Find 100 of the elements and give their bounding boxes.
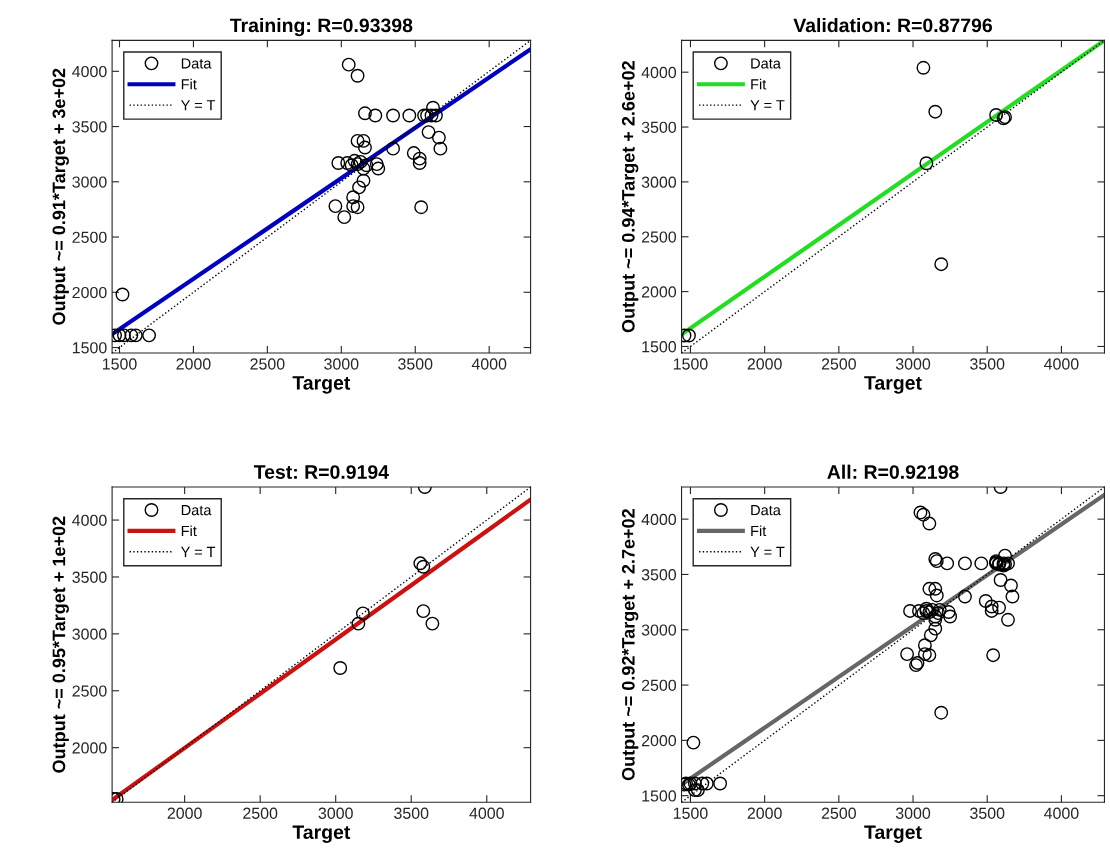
x-tick-label: 2500 <box>243 807 278 819</box>
point <box>344 158 359 173</box>
y-tick-label: 2500 <box>72 685 107 697</box>
point <box>916 60 931 75</box>
x-tick-label: 2000 <box>176 358 211 370</box>
x-tick-label: 3000 <box>895 358 931 370</box>
point <box>115 287 130 302</box>
point <box>934 257 949 272</box>
chart-title: Training: R=0.93398 <box>229 17 413 37</box>
y-axis-title: Output ~= 0.92*Target + 2.7e+02 <box>621 509 639 781</box>
y-tick-label: 4000 <box>72 514 107 526</box>
x-tick-label: 2500 <box>250 358 285 370</box>
x-tick-label: 1500 <box>102 358 137 370</box>
point <box>426 100 440 115</box>
legend-label: Data <box>181 58 212 69</box>
x-tick-label: 4000 <box>1044 807 1079 819</box>
point <box>331 156 346 170</box>
point <box>406 146 421 161</box>
x-tick-label: 3500 <box>394 807 429 819</box>
point <box>116 328 131 343</box>
x-tick-label: 4000 <box>1044 358 1079 370</box>
point <box>350 133 365 148</box>
x-tick-label: 2000 <box>167 807 202 819</box>
y-tick-label: 4000 <box>641 66 677 79</box>
point <box>351 616 366 631</box>
y-tick-label: 2000 <box>72 742 107 754</box>
x-tick-label: 3500 <box>970 807 1005 819</box>
legend-label: Fit <box>751 525 767 537</box>
x-tick-label: 4000 <box>469 807 504 819</box>
point <box>341 57 356 72</box>
point <box>333 661 348 675</box>
x-tick-label: 1500 <box>673 807 708 819</box>
point <box>431 130 446 145</box>
y-tick-label: 3500 <box>641 569 677 581</box>
point <box>371 161 386 176</box>
y-tick-label: 4000 <box>641 513 677 526</box>
point <box>358 140 372 155</box>
y-tick-label: 1500 <box>642 341 677 353</box>
point <box>350 68 365 83</box>
point <box>346 190 361 205</box>
point <box>425 616 440 631</box>
point <box>428 108 443 123</box>
y-axis-title: Output ~= 0.94*Target + 2.6e+02 <box>621 61 639 333</box>
y-tick-label: 2000 <box>72 286 107 299</box>
point <box>358 106 372 121</box>
point <box>682 328 696 343</box>
y-tick-label: 3500 <box>72 121 107 133</box>
x-tick-label: 3000 <box>324 358 359 370</box>
legend-label: Fit <box>181 78 197 90</box>
point <box>433 141 448 156</box>
y-tick-label: 3000 <box>641 176 677 188</box>
y-axis-title: Output ~= 0.95*Target + 1e+02 <box>52 516 69 773</box>
x-axis-title: Target <box>292 376 351 394</box>
x-tick-label: 3500 <box>398 358 433 370</box>
point <box>352 180 366 195</box>
legend-label: Y = T <box>750 546 785 557</box>
point <box>412 151 427 166</box>
y-tick-label: 2500 <box>641 679 677 691</box>
point <box>412 156 427 170</box>
point <box>421 125 436 140</box>
y-tick-label: 2000 <box>641 286 677 298</box>
y-tick-label: 3500 <box>641 121 677 133</box>
x-tick-label: 3000 <box>318 807 353 819</box>
point <box>347 153 362 168</box>
legend-label: Y = T <box>180 546 216 557</box>
legend-label: Fit <box>751 78 767 90</box>
x-tick-label: 4000 <box>471 358 507 370</box>
chart-title: Validation: R=0.87796 <box>793 17 992 33</box>
y-tick-label: 4000 <box>72 65 107 78</box>
point <box>414 200 429 215</box>
y-tick-label: 2500 <box>72 231 107 243</box>
point <box>328 199 343 214</box>
point <box>340 156 355 170</box>
point <box>124 328 139 343</box>
point <box>989 108 1004 122</box>
point <box>928 104 943 119</box>
x-axis-title: Target <box>292 825 351 843</box>
y-tick-label: 2500 <box>641 231 677 243</box>
x-tick-label: 2500 <box>821 358 856 370</box>
x-tick-label: 2500 <box>821 807 856 819</box>
point <box>346 199 361 214</box>
point <box>337 210 352 225</box>
y-tick-label: 2000 <box>641 735 677 747</box>
point <box>356 133 371 148</box>
point <box>350 200 365 215</box>
point <box>142 328 157 343</box>
point <box>355 606 370 621</box>
point <box>424 108 439 123</box>
point <box>369 157 384 172</box>
y-tick-label: 3000 <box>641 624 677 636</box>
y-axis-title: Output ~= 0.91*Target + 3e+02 <box>52 68 69 325</box>
point <box>416 604 431 619</box>
point <box>386 141 401 156</box>
legend-label: Data <box>751 58 781 69</box>
y-tick-label: 3000 <box>72 176 107 188</box>
point <box>919 156 934 171</box>
chart-title: Test: R=0.9194 <box>253 465 389 479</box>
x-tick-label: 1500 <box>673 358 708 370</box>
y-tick-label: 1500 <box>642 790 677 802</box>
y-tick-label: 3000 <box>72 628 107 640</box>
